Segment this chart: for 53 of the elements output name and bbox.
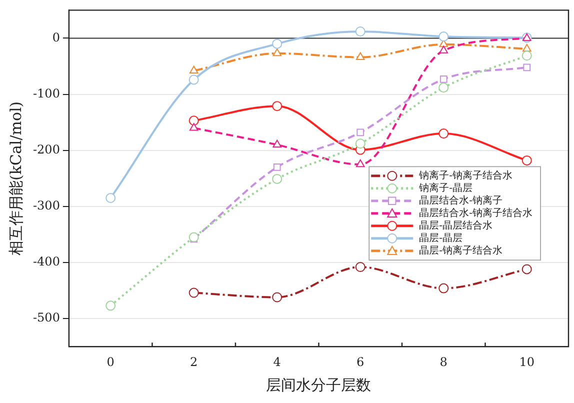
point [355, 26, 366, 37]
point [440, 75, 448, 83]
point [356, 128, 364, 136]
point [188, 74, 199, 85]
legend-label: 晶层结合水-钠离子结合水 [419, 206, 533, 219]
x-tick-label: 0 [106, 354, 114, 369]
y-tick-label: 0 [52, 30, 60, 44]
y-tick-label: -300 [32, 198, 60, 213]
y-tick-label: -400 [32, 254, 60, 269]
point [188, 116, 199, 126]
x-tick-label: 4 [273, 354, 282, 369]
point [272, 101, 282, 112]
point [356, 159, 365, 168]
point [272, 38, 282, 49]
point [439, 46, 448, 54]
point [189, 66, 198, 74]
point [272, 140, 282, 148]
y-tick-label: -500 [32, 310, 60, 325]
point [188, 232, 199, 242]
point [272, 48, 282, 56]
point [438, 128, 449, 139]
point [438, 32, 449, 42]
point [522, 264, 532, 274]
x-axis-title: 层间水分子层数 [266, 376, 372, 394]
point [106, 300, 116, 311]
point [272, 292, 282, 302]
legend-label: 钠离子-晶层 [418, 182, 473, 194]
point [355, 138, 366, 149]
y-tick-label: -200 [32, 142, 60, 156]
point [522, 50, 532, 61]
legend-label: 晶层-晶层 [419, 232, 463, 244]
point [355, 262, 366, 272]
legend-label: 晶层-晶层结合水 [419, 219, 493, 232]
legend-label: 晶层-钠离子结合水 [419, 244, 503, 256]
point [356, 52, 365, 60]
point [522, 44, 532, 52]
legend-label: 钠离子-钠离子结合水 [418, 169, 513, 182]
x-tick-label: 10 [519, 354, 535, 369]
point [188, 288, 199, 298]
point [523, 64, 531, 72]
point [522, 155, 532, 166]
point [273, 164, 281, 171]
legend-label: 晶层结合水-钠离子 [419, 194, 503, 206]
x-tick-label: 2 [190, 354, 198, 369]
point [189, 122, 198, 131]
point [272, 174, 282, 184]
y-axis-title: 相互作用能(kCal/mol) [6, 101, 25, 256]
y-tick-label: -100 [32, 86, 60, 100]
point [106, 193, 116, 204]
x-tick-label: 8 [440, 354, 448, 369]
point [438, 283, 449, 294]
point [438, 82, 449, 93]
x-tick-label: 6 [356, 354, 364, 369]
